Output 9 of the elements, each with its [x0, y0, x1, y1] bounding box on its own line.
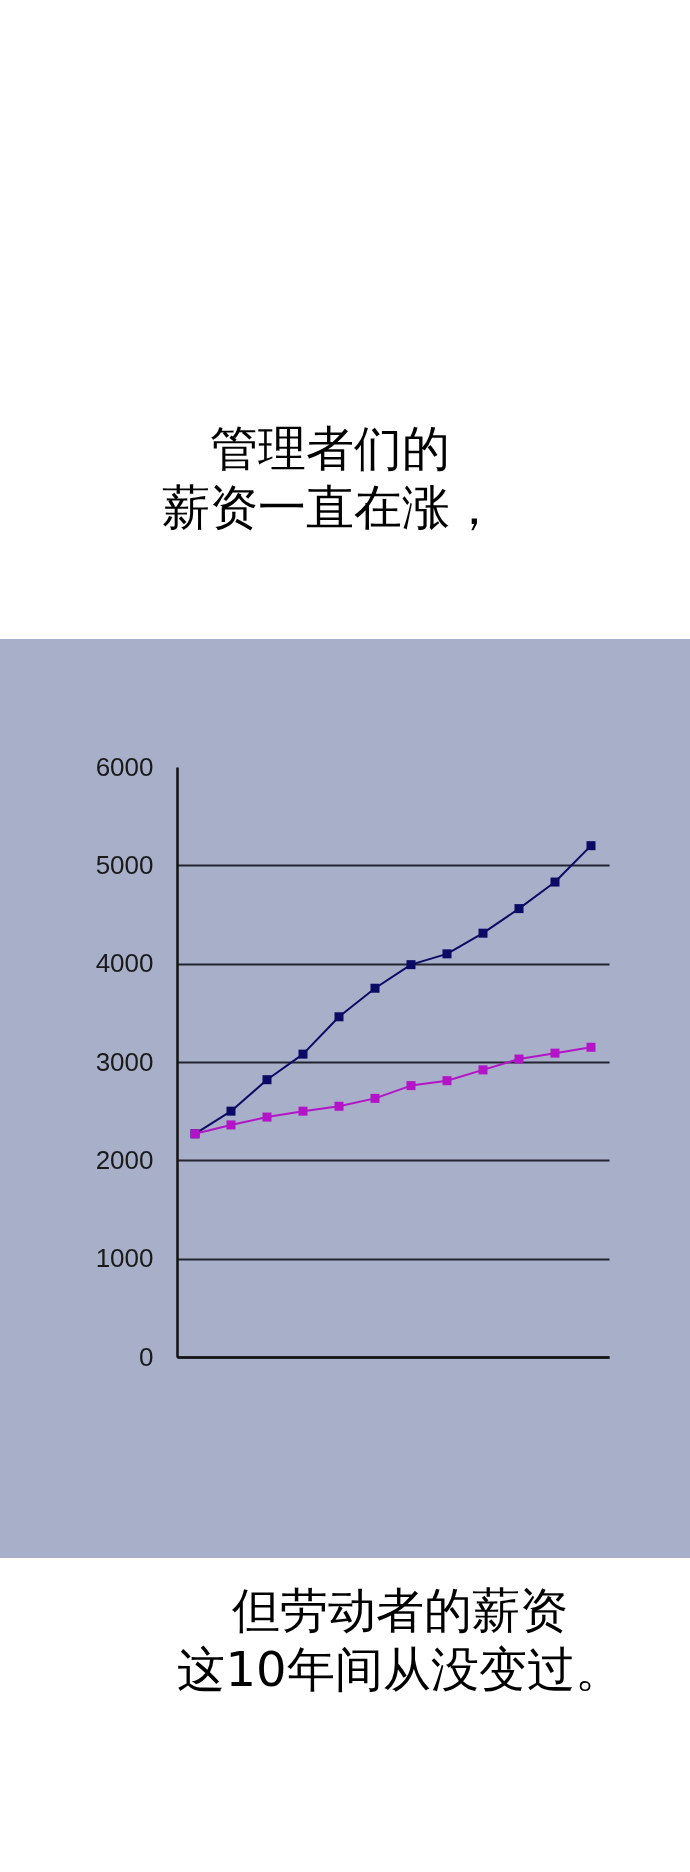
- y-tick-label: 6000: [95, 751, 154, 782]
- text: 但劳动者的薪资这10年间从没变过。: [177, 1582, 623, 1697]
- y-tick-label: 2000: [95, 1144, 154, 1175]
- y-tick-label: 4000: [95, 948, 154, 979]
- y-tick-label: 5000: [95, 849, 154, 880]
- y-tick-label: 0: [139, 1341, 154, 1372]
- y-tick-label: 1000: [95, 1243, 154, 1274]
- text: 管理者们的薪资一直在涨，: [162, 420, 498, 535]
- y-tick-label: 3000: [95, 1046, 154, 1077]
